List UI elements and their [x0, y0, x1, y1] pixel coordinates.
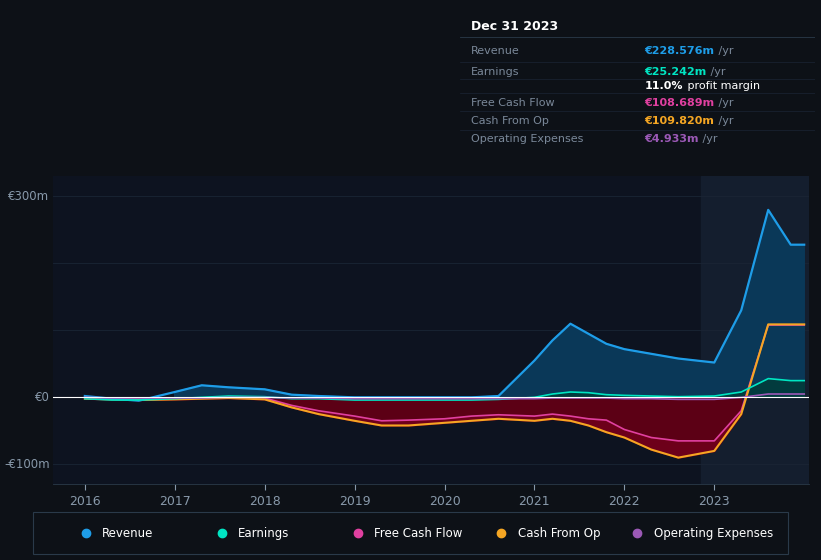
Text: Dec 31 2023: Dec 31 2023 — [470, 20, 557, 34]
Text: profit margin: profit margin — [684, 81, 759, 91]
Text: €25.242m: €25.242m — [644, 67, 707, 77]
Text: Free Cash Flow: Free Cash Flow — [470, 98, 554, 108]
Text: /yr: /yr — [715, 98, 733, 108]
Text: 11.0%: 11.0% — [644, 81, 683, 91]
Text: Earnings: Earnings — [238, 527, 290, 540]
Text: /yr: /yr — [715, 116, 733, 126]
Text: Operating Expenses: Operating Expenses — [470, 134, 583, 144]
Text: €0: €0 — [34, 391, 49, 404]
Bar — [701, 176, 809, 484]
Text: Earnings: Earnings — [470, 67, 519, 77]
Text: Revenue: Revenue — [103, 527, 154, 540]
Text: Operating Expenses: Operating Expenses — [654, 527, 773, 540]
Text: Cash From Op: Cash From Op — [470, 116, 548, 126]
Text: /yr: /yr — [707, 67, 726, 77]
Text: €300m: €300m — [8, 190, 49, 203]
Text: €228.576m: €228.576m — [644, 46, 714, 56]
Text: Free Cash Flow: Free Cash Flow — [374, 527, 462, 540]
Text: -€100m: -€100m — [4, 458, 49, 471]
Text: €108.689m: €108.689m — [644, 98, 715, 108]
Text: /yr: /yr — [715, 46, 733, 56]
Text: /yr: /yr — [699, 134, 718, 144]
Text: €109.820m: €109.820m — [644, 116, 714, 126]
Text: Revenue: Revenue — [470, 46, 520, 56]
Text: €4.933m: €4.933m — [644, 134, 699, 144]
Text: Cash From Op: Cash From Op — [518, 527, 600, 540]
